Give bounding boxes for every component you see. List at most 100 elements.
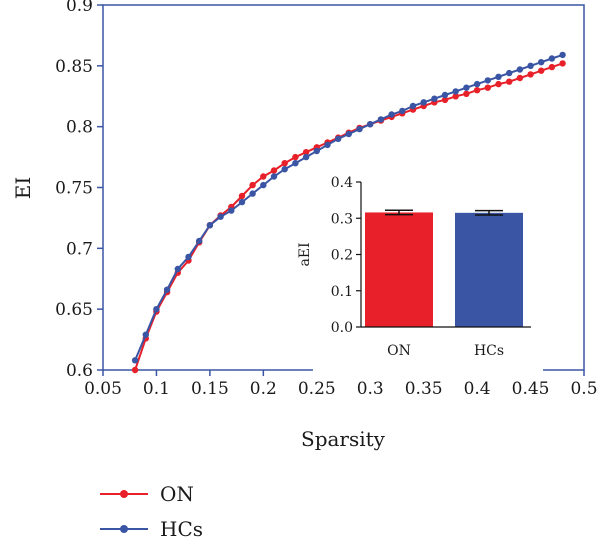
inset-category-label: ON [387, 343, 411, 359]
inset-y-tick-label: 0.4 [331, 175, 353, 191]
x-axis-title: Sparsity [301, 427, 386, 451]
data-point [441, 91, 449, 99]
data-point [249, 181, 256, 189]
data-point [206, 222, 214, 229]
data-point [142, 331, 149, 338]
x-tick-label: 0.2 [250, 379, 277, 399]
x-tick-label: 0.5 [570, 379, 597, 399]
data-point [281, 166, 288, 173]
data-point [260, 173, 267, 180]
data-point [228, 207, 235, 214]
data-point [174, 265, 181, 273]
data-point [516, 74, 524, 82]
y-tick-label: 0.7 [66, 239, 93, 259]
data-point [473, 87, 481, 94]
data-point [345, 130, 352, 138]
error-bar [475, 209, 503, 216]
bar-on [365, 212, 433, 327]
data-point [516, 66, 524, 73]
series-hcs [131, 51, 566, 364]
data-point [281, 160, 288, 167]
bar-hcs [455, 212, 523, 327]
data-point [484, 84, 491, 91]
legend-item-on: ON [100, 482, 194, 506]
data-point [324, 141, 331, 149]
data-point [484, 77, 491, 84]
data-point [238, 192, 246, 200]
data-point [559, 60, 566, 67]
data-point [356, 125, 363, 133]
data-point [377, 116, 385, 123]
data-point [292, 160, 299, 167]
data-point [270, 167, 278, 174]
y-tick-label: 0.9 [66, 0, 93, 16]
inset-y-axis-title: aEI [297, 242, 313, 266]
legend-item-hcs: HCs [100, 517, 203, 541]
legend-swatch-marker [120, 525, 128, 533]
data-point [538, 67, 545, 74]
x-tick-label: 0.1 [143, 379, 170, 399]
x-tick-label: 0.15 [191, 379, 229, 399]
error-bar [385, 209, 413, 216]
inset-y-tick-label: 0.0 [331, 320, 353, 336]
inset-y-tick-label: 0.2 [331, 248, 353, 264]
legend-swatch-marker [120, 490, 128, 498]
data-point [506, 78, 513, 85]
data-point [217, 213, 224, 220]
legend-label: ON [160, 482, 194, 506]
x-tick-label: 0.4 [464, 379, 491, 399]
data-point [196, 237, 203, 245]
x-tick-label: 0.05 [84, 379, 122, 399]
data-point [452, 93, 459, 100]
x-tick-label: 0.45 [512, 379, 550, 399]
data-point [431, 95, 438, 102]
data-point [527, 62, 534, 69]
inset-y-tick-label: 0.3 [331, 211, 353, 227]
data-point [292, 153, 299, 161]
data-point [131, 357, 139, 364]
data-point [302, 149, 310, 156]
y-tick-label: 0.8 [66, 118, 93, 138]
y-tick-label: 0.85 [55, 57, 93, 77]
inset-y-tick-label: 0.1 [331, 284, 353, 300]
data-point [495, 80, 502, 88]
data-point [131, 366, 139, 374]
data-point [527, 71, 534, 78]
x-tick-label: 0.25 [298, 379, 336, 399]
data-point [388, 111, 395, 118]
y-tick-label: 0.65 [55, 300, 93, 320]
y-axis-title: EI [11, 177, 35, 200]
data-point [495, 73, 502, 81]
inset-category-label: HCs [474, 343, 504, 359]
data-point [185, 253, 192, 261]
data-point [163, 286, 171, 293]
data-point [409, 102, 417, 110]
data-point [548, 55, 556, 62]
data-point [238, 198, 246, 206]
x-tick-label: 0.3 [357, 379, 384, 399]
data-point [367, 121, 374, 128]
data-point [335, 135, 342, 142]
data-point [153, 306, 160, 313]
data-point [302, 153, 310, 161]
data-point [270, 173, 278, 180]
data-point [249, 190, 256, 197]
data-point [399, 107, 406, 115]
data-point [441, 96, 449, 104]
data-point [420, 99, 427, 106]
data-point [463, 84, 470, 91]
data-point [548, 63, 556, 71]
data-point [473, 80, 481, 88]
y-tick-label: 0.75 [55, 179, 93, 199]
data-point [463, 90, 470, 98]
data-point [538, 59, 545, 66]
legend-label: HCs [160, 517, 203, 541]
x-tick-label: 0.35 [405, 379, 443, 399]
data-point [452, 88, 459, 95]
y-tick-label: 0.6 [66, 361, 93, 381]
data-point [559, 51, 566, 59]
data-point [260, 181, 267, 189]
data-point [313, 147, 320, 155]
data-point [506, 69, 513, 77]
